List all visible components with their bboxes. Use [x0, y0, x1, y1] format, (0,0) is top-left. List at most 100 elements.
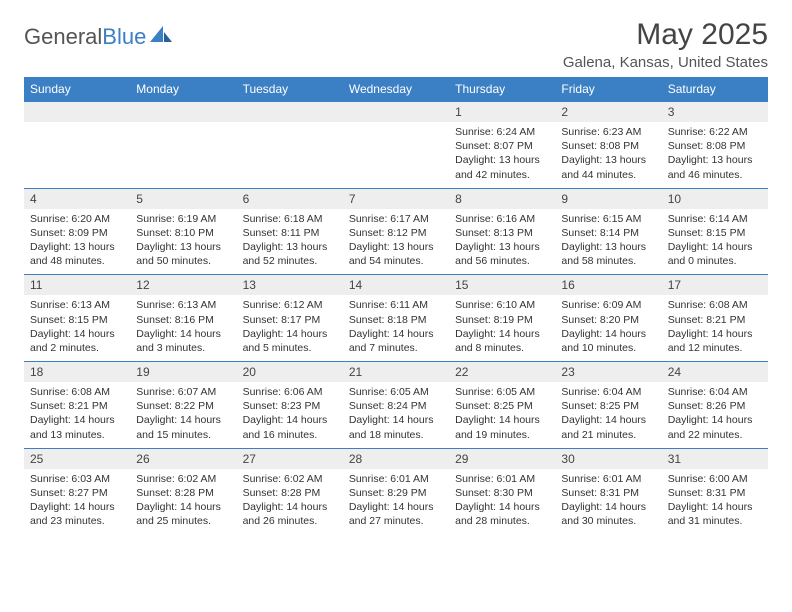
- day-number: 12: [130, 275, 236, 295]
- day-content: Sunrise: 6:23 AMSunset: 8:08 PMDaylight:…: [555, 122, 661, 188]
- calendar-table: SundayMondayTuesdayWednesdayThursdayFrid…: [24, 77, 768, 534]
- day-cell: 13Sunrise: 6:12 AMSunset: 8:17 PMDayligh…: [237, 275, 343, 362]
- day-content: Sunrise: 6:19 AMSunset: 8:10 PMDaylight:…: [130, 209, 236, 275]
- day-cell: 26Sunrise: 6:02 AMSunset: 8:28 PMDayligh…: [130, 448, 236, 534]
- day-number: 5: [130, 189, 236, 209]
- day-number: 18: [24, 362, 130, 382]
- day-cell: 22Sunrise: 6:05 AMSunset: 8:25 PMDayligh…: [449, 362, 555, 449]
- calendar-body: 1Sunrise: 6:24 AMSunset: 8:07 PMDaylight…: [24, 102, 768, 535]
- day-number: 28: [343, 449, 449, 469]
- day-number: 26: [130, 449, 236, 469]
- day-content: [24, 122, 130, 180]
- day-number: 11: [24, 275, 130, 295]
- day-content: Sunrise: 6:06 AMSunset: 8:23 PMDaylight:…: [237, 382, 343, 448]
- day-cell: 10Sunrise: 6:14 AMSunset: 8:15 PMDayligh…: [662, 188, 768, 275]
- dow-header-cell: Monday: [130, 77, 236, 102]
- day-cell: 15Sunrise: 6:10 AMSunset: 8:19 PMDayligh…: [449, 275, 555, 362]
- day-cell: 24Sunrise: 6:04 AMSunset: 8:26 PMDayligh…: [662, 362, 768, 449]
- day-number: [343, 102, 449, 122]
- day-content: Sunrise: 6:11 AMSunset: 8:18 PMDaylight:…: [343, 295, 449, 361]
- month-title: May 2025: [563, 18, 768, 52]
- day-content: Sunrise: 6:01 AMSunset: 8:31 PMDaylight:…: [555, 469, 661, 535]
- day-cell: 25Sunrise: 6:03 AMSunset: 8:27 PMDayligh…: [24, 448, 130, 534]
- day-content: Sunrise: 6:07 AMSunset: 8:22 PMDaylight:…: [130, 382, 236, 448]
- day-cell: [237, 102, 343, 189]
- day-number: 14: [343, 275, 449, 295]
- day-number: [24, 102, 130, 122]
- day-number: 25: [24, 449, 130, 469]
- day-content: Sunrise: 6:05 AMSunset: 8:25 PMDaylight:…: [449, 382, 555, 448]
- day-content: Sunrise: 6:00 AMSunset: 8:31 PMDaylight:…: [662, 469, 768, 535]
- day-content: Sunrise: 6:02 AMSunset: 8:28 PMDaylight:…: [237, 469, 343, 535]
- brand-part2: Blue: [102, 24, 146, 50]
- day-cell: 30Sunrise: 6:01 AMSunset: 8:31 PMDayligh…: [555, 448, 661, 534]
- day-content: Sunrise: 6:24 AMSunset: 8:07 PMDaylight:…: [449, 122, 555, 188]
- day-number: 10: [662, 189, 768, 209]
- day-content: Sunrise: 6:04 AMSunset: 8:26 PMDaylight:…: [662, 382, 768, 448]
- day-number: 13: [237, 275, 343, 295]
- day-cell: 31Sunrise: 6:00 AMSunset: 8:31 PMDayligh…: [662, 448, 768, 534]
- day-cell: 19Sunrise: 6:07 AMSunset: 8:22 PMDayligh…: [130, 362, 236, 449]
- week-row: 25Sunrise: 6:03 AMSunset: 8:27 PMDayligh…: [24, 448, 768, 534]
- day-content: [343, 122, 449, 180]
- day-cell: 5Sunrise: 6:19 AMSunset: 8:10 PMDaylight…: [130, 188, 236, 275]
- brand-logo: GeneralBlue: [24, 18, 172, 50]
- day-content: Sunrise: 6:10 AMSunset: 8:19 PMDaylight:…: [449, 295, 555, 361]
- calendar-page: GeneralBlue May 2025 Galena, Kansas, Uni…: [0, 0, 792, 534]
- day-content: Sunrise: 6:13 AMSunset: 8:15 PMDaylight:…: [24, 295, 130, 361]
- day-content: Sunrise: 6:05 AMSunset: 8:24 PMDaylight:…: [343, 382, 449, 448]
- day-cell: [130, 102, 236, 189]
- day-cell: [343, 102, 449, 189]
- day-number: 1: [449, 102, 555, 122]
- dow-header-cell: Sunday: [24, 77, 130, 102]
- dow-header-cell: Friday: [555, 77, 661, 102]
- day-number: 24: [662, 362, 768, 382]
- day-content: Sunrise: 6:01 AMSunset: 8:29 PMDaylight:…: [343, 469, 449, 535]
- day-cell: 4Sunrise: 6:20 AMSunset: 8:09 PMDaylight…: [24, 188, 130, 275]
- day-cell: [24, 102, 130, 189]
- day-cell: 11Sunrise: 6:13 AMSunset: 8:15 PMDayligh…: [24, 275, 130, 362]
- day-cell: 12Sunrise: 6:13 AMSunset: 8:16 PMDayligh…: [130, 275, 236, 362]
- day-cell: 7Sunrise: 6:17 AMSunset: 8:12 PMDaylight…: [343, 188, 449, 275]
- day-content: Sunrise: 6:04 AMSunset: 8:25 PMDaylight:…: [555, 382, 661, 448]
- day-number: 23: [555, 362, 661, 382]
- day-number: 15: [449, 275, 555, 295]
- day-cell: 6Sunrise: 6:18 AMSunset: 8:11 PMDaylight…: [237, 188, 343, 275]
- day-content: Sunrise: 6:03 AMSunset: 8:27 PMDaylight:…: [24, 469, 130, 535]
- week-row: 1Sunrise: 6:24 AMSunset: 8:07 PMDaylight…: [24, 102, 768, 189]
- day-content: Sunrise: 6:17 AMSunset: 8:12 PMDaylight:…: [343, 209, 449, 275]
- header: GeneralBlue May 2025 Galena, Kansas, Uni…: [24, 18, 768, 71]
- day-number: 22: [449, 362, 555, 382]
- day-content: Sunrise: 6:08 AMSunset: 8:21 PMDaylight:…: [662, 295, 768, 361]
- day-number: 17: [662, 275, 768, 295]
- sail-icon: [150, 24, 172, 50]
- day-cell: 14Sunrise: 6:11 AMSunset: 8:18 PMDayligh…: [343, 275, 449, 362]
- day-cell: 28Sunrise: 6:01 AMSunset: 8:29 PMDayligh…: [343, 448, 449, 534]
- day-cell: 18Sunrise: 6:08 AMSunset: 8:21 PMDayligh…: [24, 362, 130, 449]
- day-cell: 29Sunrise: 6:01 AMSunset: 8:30 PMDayligh…: [449, 448, 555, 534]
- day-number: 31: [662, 449, 768, 469]
- week-row: 4Sunrise: 6:20 AMSunset: 8:09 PMDaylight…: [24, 188, 768, 275]
- day-number: 7: [343, 189, 449, 209]
- day-number: 2: [555, 102, 661, 122]
- day-cell: 16Sunrise: 6:09 AMSunset: 8:20 PMDayligh…: [555, 275, 661, 362]
- day-number: 30: [555, 449, 661, 469]
- dow-header-cell: Wednesday: [343, 77, 449, 102]
- day-content: Sunrise: 6:14 AMSunset: 8:15 PMDaylight:…: [662, 209, 768, 275]
- day-cell: 27Sunrise: 6:02 AMSunset: 8:28 PMDayligh…: [237, 448, 343, 534]
- day-number: 29: [449, 449, 555, 469]
- day-number: [237, 102, 343, 122]
- day-content: Sunrise: 6:08 AMSunset: 8:21 PMDaylight:…: [24, 382, 130, 448]
- day-number: 3: [662, 102, 768, 122]
- brand-part1: General: [24, 24, 102, 50]
- week-row: 11Sunrise: 6:13 AMSunset: 8:15 PMDayligh…: [24, 275, 768, 362]
- week-row: 18Sunrise: 6:08 AMSunset: 8:21 PMDayligh…: [24, 362, 768, 449]
- dow-header-cell: Thursday: [449, 77, 555, 102]
- day-number: 8: [449, 189, 555, 209]
- day-cell: 20Sunrise: 6:06 AMSunset: 8:23 PMDayligh…: [237, 362, 343, 449]
- day-cell: 21Sunrise: 6:05 AMSunset: 8:24 PMDayligh…: [343, 362, 449, 449]
- day-cell: 2Sunrise: 6:23 AMSunset: 8:08 PMDaylight…: [555, 102, 661, 189]
- day-content: [130, 122, 236, 180]
- day-content: Sunrise: 6:18 AMSunset: 8:11 PMDaylight:…: [237, 209, 343, 275]
- day-number: 9: [555, 189, 661, 209]
